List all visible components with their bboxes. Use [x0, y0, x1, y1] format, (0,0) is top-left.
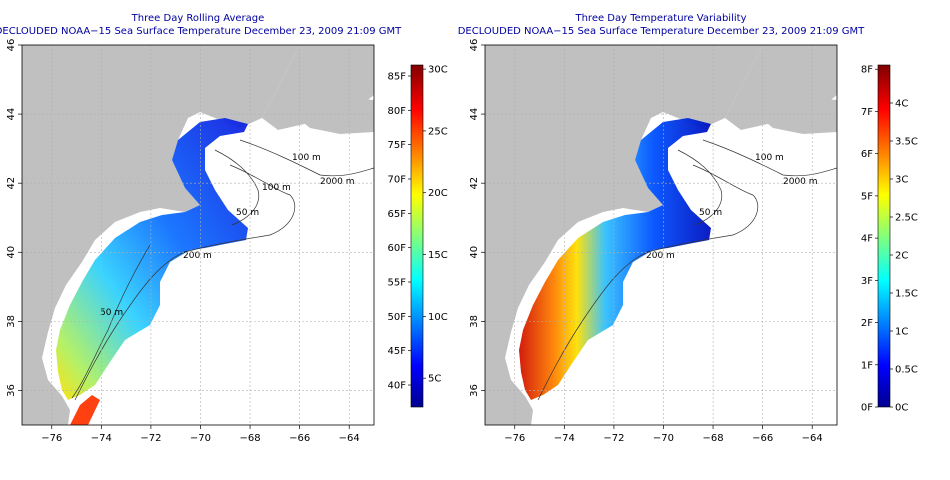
x-tick-label: −76 [41, 433, 62, 444]
colorbar-label-f: 60F [388, 243, 407, 254]
contour-label-100m-b: 100 m [262, 183, 291, 193]
x-tick-label: −64 [802, 433, 823, 444]
colorbar-label-f: 6F [861, 149, 873, 160]
x-tick-label: −66 [752, 433, 773, 444]
sst-field [56, 118, 248, 400]
y-tick-label: 38 [469, 315, 480, 328]
gridlines [22, 45, 374, 425]
colorbar-label-c: 30C [428, 65, 448, 76]
colorbar-label-f: 7F [861, 107, 873, 118]
y-tick-label: 36 [469, 384, 480, 397]
colorbar-label-f: 55F [388, 278, 407, 289]
y-tick-label: 38 [6, 315, 17, 328]
land-mainland-2 [485, 45, 763, 425]
panel-2-title: Three Day Temperature Variability [574, 13, 746, 24]
x-tick-label: −66 [289, 433, 310, 444]
x-tick-label: −72 [140, 433, 161, 444]
land-island [288, 96, 374, 134]
panel-1-colorbar [410, 64, 424, 408]
colorbar-label-f: 65F [388, 209, 407, 220]
y-tick-label: 42 [6, 177, 17, 190]
colorbar-label-c: 15C [428, 250, 448, 261]
contour-label-50m-2: 50 m [699, 208, 722, 218]
colorbar-label-f: 1F [861, 360, 873, 371]
sst-gulfstream [70, 395, 100, 425]
colorbar-label-c: 1C [895, 327, 908, 338]
colorbar-label-f: 3F [861, 276, 873, 287]
y-tick-label: 42 [469, 177, 480, 190]
contour-label-100m-2: 100 m [755, 153, 784, 163]
panel-2-colorbar-labels: 8F 7F 6F 5F 4F 3F 2F 1F 0F 4C 3.5C 3C 2.5C 2C 1.5C 1C 0.… [861, 65, 918, 414]
x-tick-label: −76 [504, 433, 525, 444]
y-tick-label: 44 [6, 108, 17, 121]
contour-label-50m-b: 50 m [100, 308, 123, 318]
colorbar-label-f: 50F [388, 312, 407, 323]
bathymetry-contours [71, 139, 374, 401]
y-tick-label: 46 [469, 39, 480, 52]
gridlines-2 [485, 45, 837, 425]
x-tick-label: −70 [653, 433, 674, 444]
panel-2-subtitle: DECLOUDED NOAA−15 Sea Surface Temperatur… [458, 26, 865, 37]
colorbar-label-f: 5F [861, 191, 873, 202]
land-mainland [22, 45, 300, 425]
x-tick-label: −68 [703, 433, 724, 444]
colorbar-label-f: 70F [388, 175, 407, 186]
panel-1-title: Three Day Rolling Average [131, 13, 265, 24]
colorbar-label-c: 3C [895, 175, 908, 186]
panel-1-frame [21, 44, 375, 426]
panel-2-map: 100 m 2000 m 200 m 50 m [485, 45, 837, 425]
colorbar-label-f: 0F [861, 403, 873, 414]
colorbar-label-f: 2F [861, 318, 873, 329]
colorbar-label-c: 0.5C [895, 365, 918, 376]
colorbar-label-f: 80F [388, 106, 407, 117]
colorbar-label-c: 10C [428, 312, 448, 323]
panel-1-colorbar-labels: 85F 80F 75F 70F 65F 60F 55F 50F 45F 40F 30C 25C 20C 1… [388, 65, 448, 392]
panel-1-map: 100 m 100 m 2000 m 200 m 50 m 50 m [22, 45, 374, 425]
variability-field [519, 118, 711, 400]
panel-2-frame [484, 44, 838, 426]
x-tick-label: −74 [554, 433, 575, 444]
colorbar-label-c: 1.5C [895, 289, 918, 300]
bathymetry-contours-2 [537, 139, 837, 401]
colorbar-label-c: 0C [895, 403, 908, 414]
x-tick-label: −64 [339, 433, 360, 444]
colorbar-label-f: 85F [388, 71, 407, 82]
panel-1-subtitle: DECLOUDED NOAA−15 Sea Surface Temperatur… [0, 26, 402, 37]
colorbar-label-c: 20C [428, 188, 448, 199]
colorbar-label-f: 45F [388, 346, 407, 357]
contour-label-50m: 50 m [236, 208, 259, 218]
colorbar-label-f: 75F [388, 140, 407, 151]
y-tick-label: 36 [6, 384, 17, 397]
colorbar-label-c: 5C [428, 374, 441, 385]
panel-2-colorbar [877, 64, 891, 408]
panel-1-ticks: −76 −74 −72 −70 −68 −66 −64 46 44 42 40 38 36 [6, 39, 360, 444]
colorbar-label-f: 8F [861, 65, 873, 76]
x-tick-label: −70 [190, 433, 211, 444]
colorbar-label-f: 4F [861, 234, 873, 245]
contour-label-200m: 200 m [183, 251, 212, 261]
colorbar-label-c: 3.5C [895, 137, 918, 148]
x-tick-label: −68 [240, 433, 261, 444]
y-tick-label: 46 [6, 39, 17, 52]
colorbar-label-c: 4C [895, 99, 908, 110]
contour-label-2000m: 2000 m [320, 177, 355, 187]
colorbar-label-c: 2C [895, 251, 908, 262]
contour-label-2000m-2: 2000 m [783, 177, 818, 187]
contour-label-200m-2: 200 m [646, 251, 675, 261]
colorbar-label-c: 25C [428, 126, 448, 137]
y-tick-label: 40 [6, 246, 17, 259]
panel-2-ticks: −76 −74 −72 −70 −68 −66 −64 46 44 42 40 38 36 [469, 39, 823, 444]
x-tick-label: −72 [603, 433, 624, 444]
land-island-2 [751, 96, 837, 134]
y-tick-label: 44 [469, 108, 480, 121]
x-tick-label: −74 [91, 433, 112, 444]
contour-label-100m: 100 m [292, 153, 321, 163]
colorbar-label-c: 2.5C [895, 213, 918, 224]
colorbar-label-f: 40F [388, 381, 407, 392]
y-tick-label: 40 [469, 246, 480, 259]
